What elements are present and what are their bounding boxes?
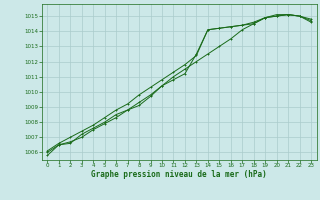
X-axis label: Graphe pression niveau de la mer (hPa): Graphe pression niveau de la mer (hPa) xyxy=(91,170,267,179)
